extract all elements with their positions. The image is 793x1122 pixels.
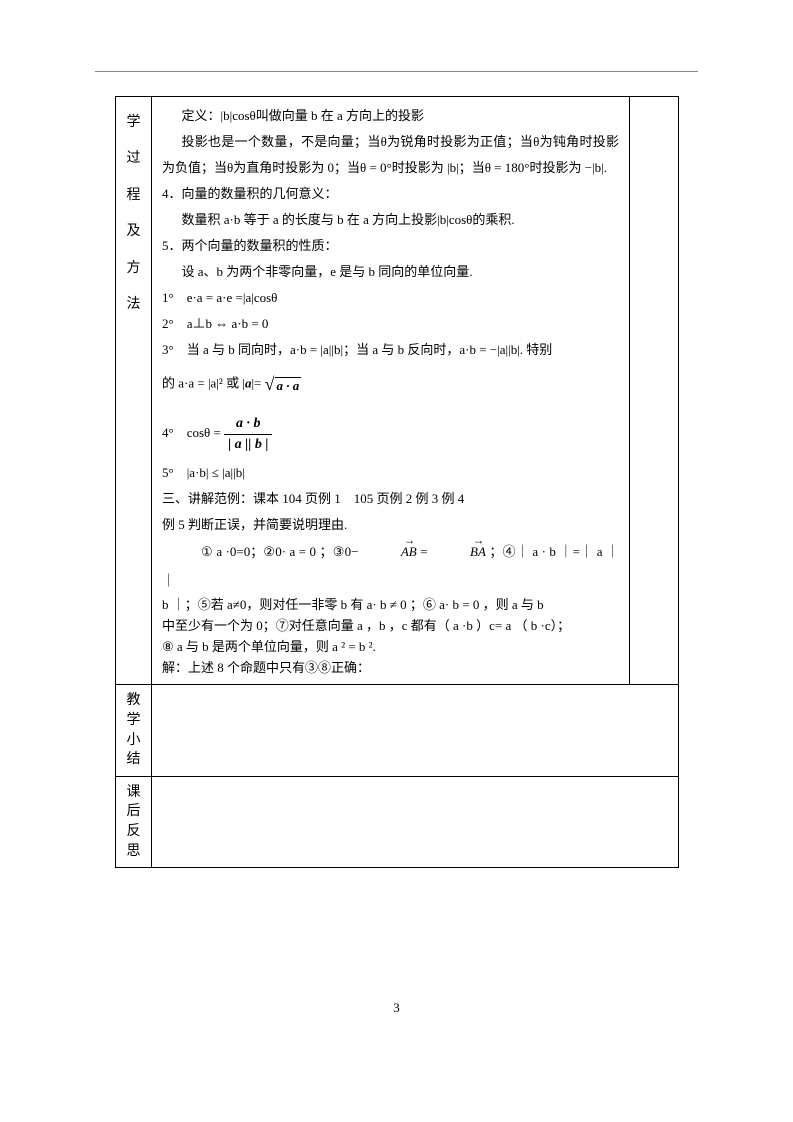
row3-label: 课 后 反 思 [120, 783, 147, 861]
sec5-setup: 设 a、b 为两个非零向量，e 是与 b 同向的单位向量. [162, 259, 619, 285]
sec4-body: 数量积 a·b 等于 a 的长度与 b 在 a 方向上投影|b|cosθ的乘积. [162, 207, 619, 233]
ex5-line1: ① a ·0=0；②0· a = 0 ；③0− AB = BA ；④｜ a · … [162, 538, 619, 595]
property-3-part2: 的 a·a = |a|² 或 |a|= √a · a [162, 363, 619, 406]
p4-label: 4° cosθ = [162, 425, 224, 440]
sqrt-body: a · a [275, 377, 302, 393]
lesson-table: 学 过 程 及 方 法 定义：|b|cosθ叫做向量 b 在 a 方向上的投影 … [115, 96, 679, 868]
definition-line: 定义：|b|cosθ叫做向量 b 在 a 方向上的投影 [162, 103, 619, 129]
label-char: 方 [127, 251, 141, 287]
row1-content-cell: 定义：|b|cosθ叫做向量 b 在 a 方向上的投影 投影也是一个数量，不是向… [152, 97, 630, 685]
row1-right-cell [630, 97, 679, 685]
row2-label: 教 学 小 结 [120, 691, 147, 769]
row2-label-cell: 教 学 小 结 [116, 685, 152, 776]
row3-label-cell: 课 后 反 思 [116, 776, 152, 867]
property-1: 1° e·a = a·e =|a|cosθ [162, 285, 619, 311]
label-char: 过 [127, 141, 141, 177]
label-char: 思 [127, 844, 141, 859]
label-char: 反 [127, 824, 141, 839]
label-char: 学 [127, 105, 141, 141]
examples-title: 三、讲解范例：课本 104 页例 1 105 页例 2 例 3 例 4 [162, 486, 619, 512]
projection-note: 投影也是一个数量，不是向量；当θ为锐角时投影为正值；当θ为钝角时投影为负值；当θ… [162, 129, 619, 181]
row3-content-cell [152, 776, 679, 867]
p3-pre: 的 a·a = |a|² 或 | [162, 376, 245, 391]
sec4-title: 4．向量的数量积的几何意义： [162, 181, 619, 207]
table-row-reflection: 课 后 反 思 [116, 776, 679, 867]
label-char: 结 [127, 752, 141, 767]
ex5-eq: = [417, 544, 431, 559]
label-char: 法 [127, 287, 141, 323]
ex5-line4: ⑧ a 与 b 是两个单位向量，则 a ² = b ². [162, 637, 619, 658]
ex5-line3: 中至少有一个为 0；⑦对任意向量 a ，b ，c 都有（ a ·b ）c= a … [162, 616, 619, 637]
page-number: 3 [0, 1000, 793, 1016]
label-char: 学 [127, 713, 141, 728]
sqrt-expression: √a · a [265, 363, 302, 406]
vector-AB: AB [362, 538, 417, 567]
row1-label: 学 过 程 及 方 法 [120, 105, 147, 323]
row2-content-cell [152, 685, 679, 776]
property-3-part1: 3° 当 a 与 b 同向时，a·b = |a||b|；当 a 与 b 反向时，… [162, 337, 619, 363]
property-5: 5° |a·b| ≤ |a||b| [162, 460, 619, 486]
sec5-title: 5．两个向量的数量积的性质： [162, 233, 619, 259]
label-char: 程 [127, 178, 141, 214]
label-char: 教 [127, 693, 141, 708]
table-row-summary: 教 学 小 结 [116, 685, 679, 776]
table-row-process: 学 过 程 及 方 法 定义：|b|cosθ叫做向量 b 在 a 方向上的投影 … [116, 97, 679, 685]
ex5-l1-pre: ① a ·0=0；②0· a = 0 ；③0− [201, 544, 362, 559]
sqrt-symbol: √ [265, 374, 275, 394]
frac-den: | a || b | [224, 435, 272, 452]
label-char: 及 [127, 214, 141, 250]
p3-eq: |= [251, 376, 264, 391]
label-char: 后 [127, 804, 141, 819]
ex5-line2: b ｜；⑤若 a≠0，则对任一非零 b 有 a· b ≠ 0 ；⑥ a· b =… [162, 595, 619, 616]
page-top-rule [95, 71, 698, 72]
property-2: 2° a⊥b ⇔ a·b = 0 [162, 311, 619, 337]
label-char: 课 [127, 785, 141, 800]
page-container: 学 过 程 及 方 法 定义：|b|cosθ叫做向量 b 在 a 方向上的投影 … [115, 96, 678, 868]
label-char: 小 [127, 733, 141, 748]
property-4: 4° cosθ = a · b| a || b | [162, 416, 619, 452]
fraction: a · b| a || b | [224, 416, 272, 452]
vector-BA: BA [431, 538, 486, 567]
frac-num: a · b [224, 416, 272, 434]
row1-label-cell: 学 过 程 及 方 法 [116, 97, 152, 685]
ex5-answer: 解：上述 8 个命题中只有③⑧正确： [162, 658, 619, 679]
